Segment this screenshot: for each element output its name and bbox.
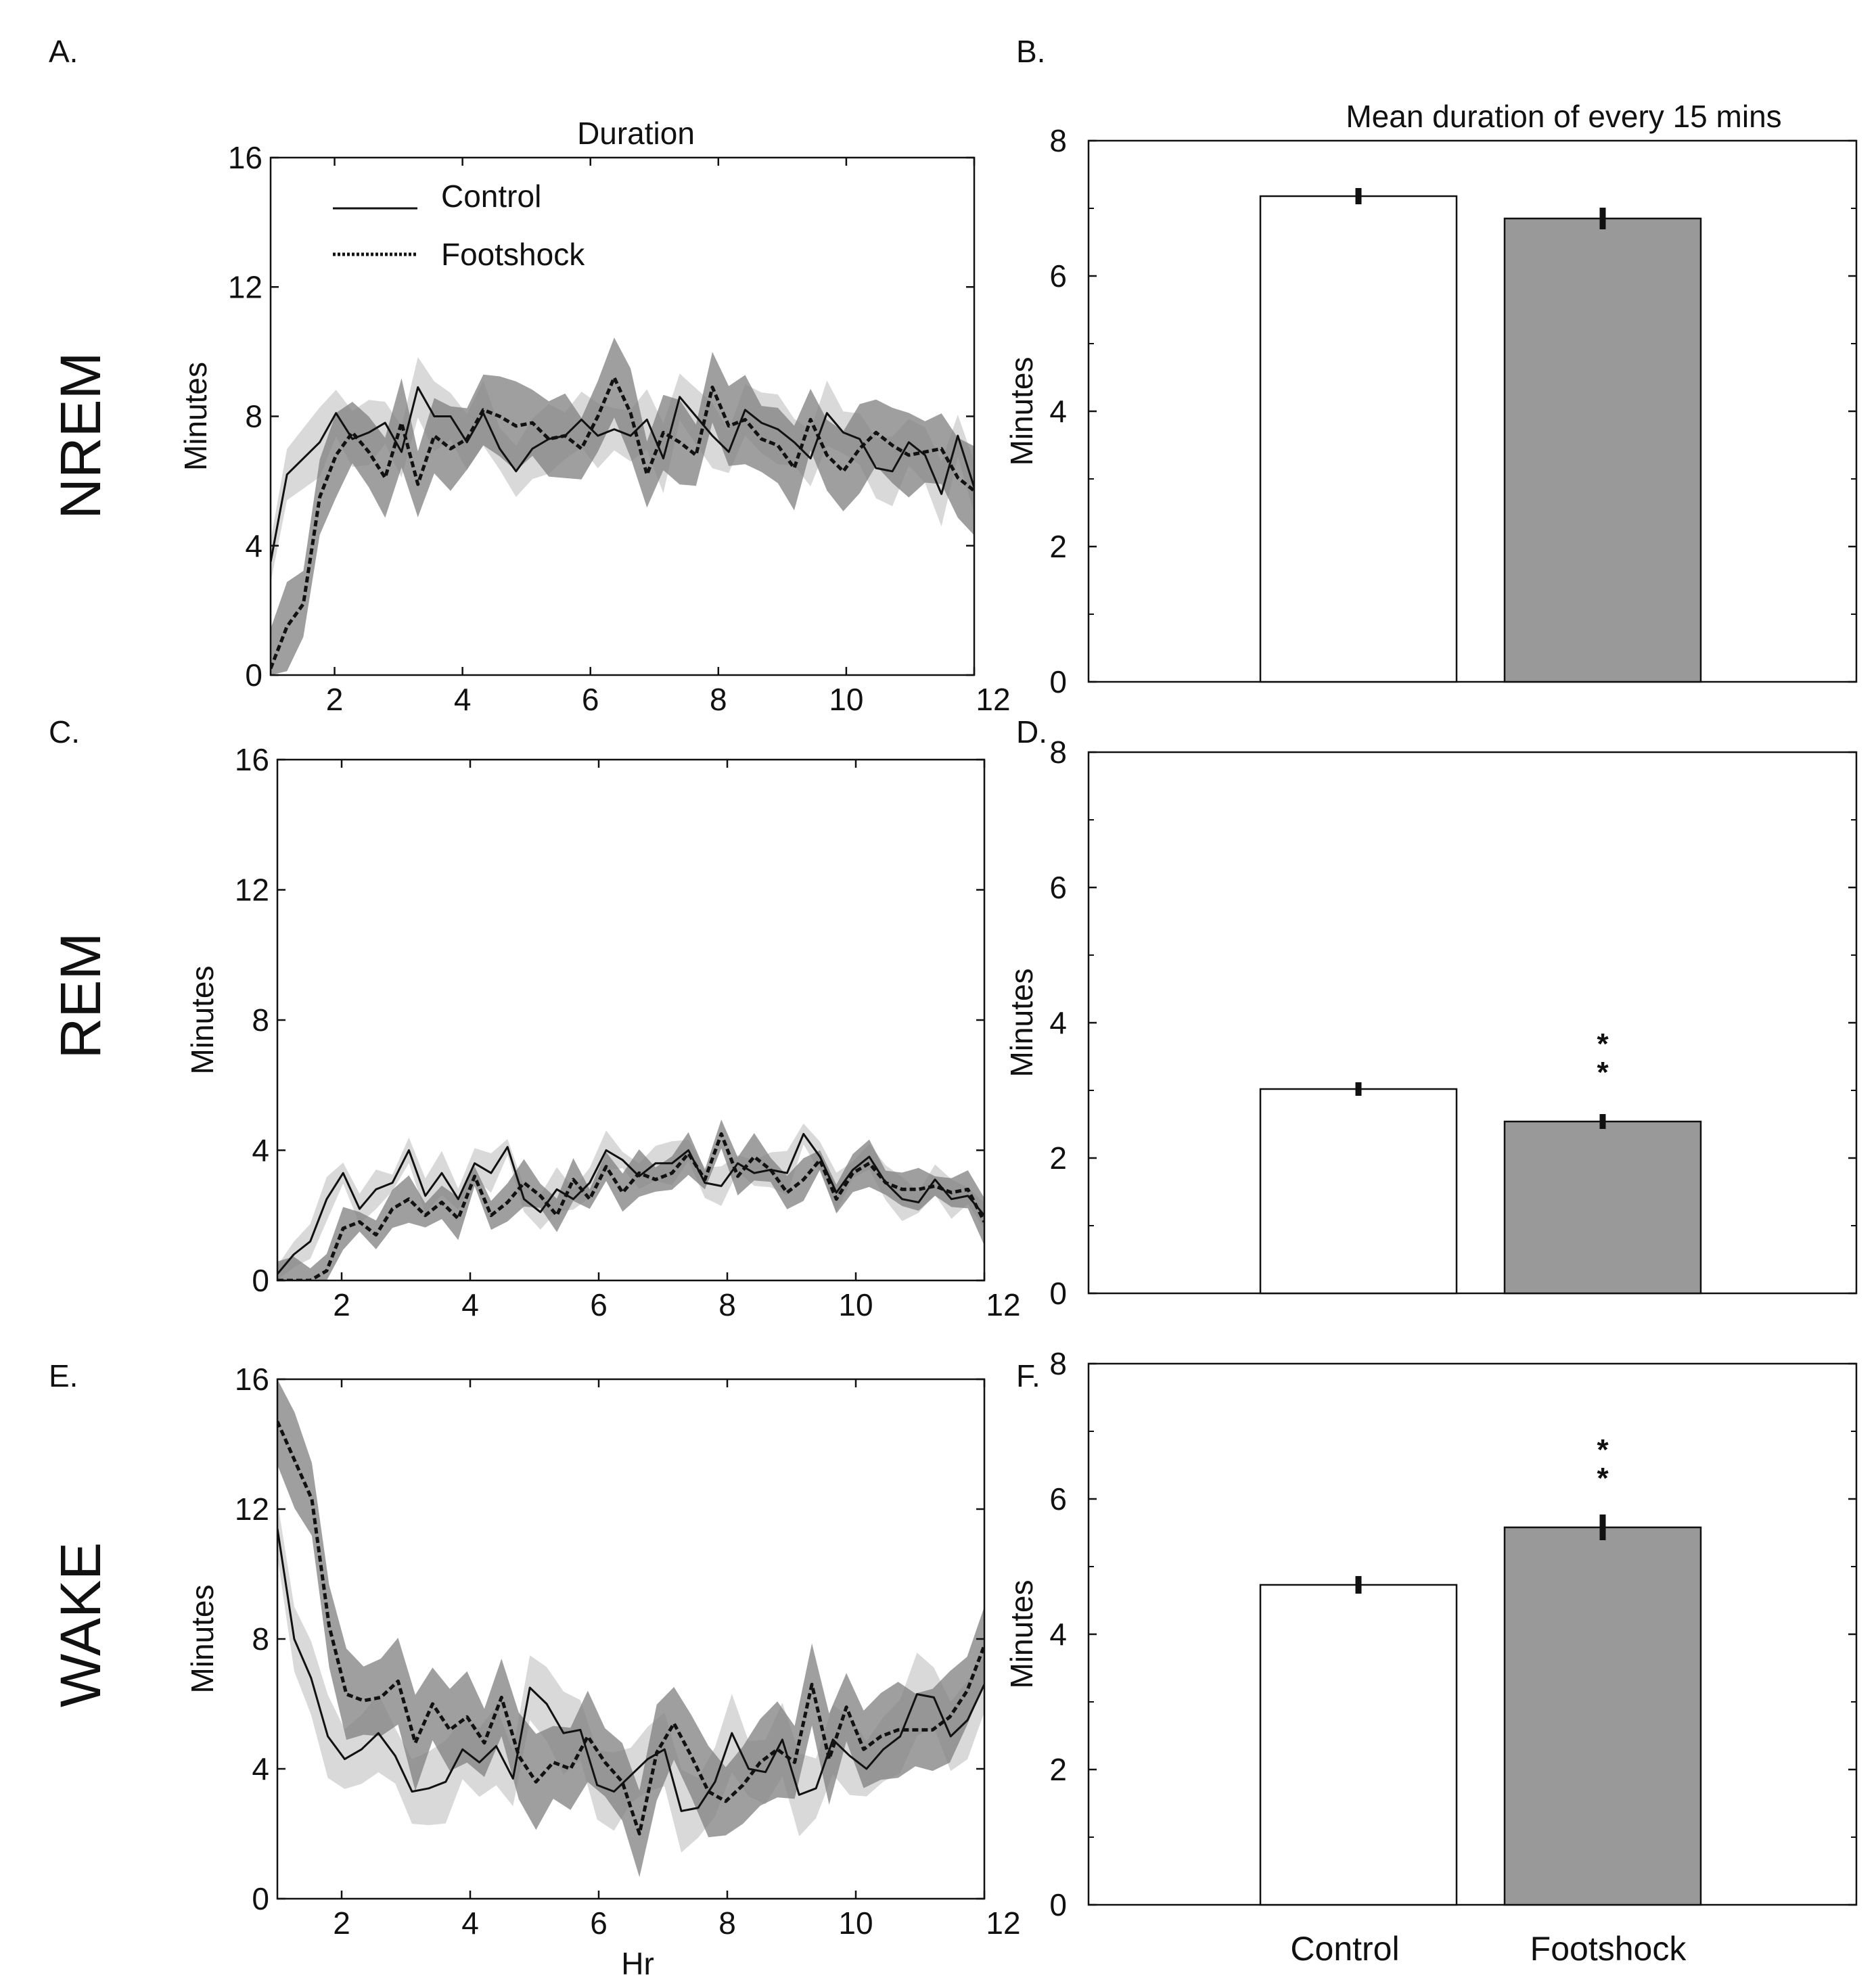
panel-label-A: A. — [49, 34, 78, 69]
bar-control — [1259, 1584, 1458, 1906]
y-tick-label: 0 — [245, 657, 262, 693]
series-line-footshock — [271, 375, 974, 670]
x-tick-label: 8 — [710, 682, 727, 717]
bar-footshock — [1503, 217, 1702, 683]
x-tick-label: 6 — [582, 682, 599, 717]
y-axis-label: Minutes — [185, 965, 220, 1074]
y-axis-label: Minutes — [178, 362, 213, 471]
x-tick-label: 6 — [590, 1287, 608, 1322]
plot-frame — [1087, 1362, 1858, 1906]
y-tick-label: 8 — [252, 1002, 269, 1038]
y-tick-label: 0 — [1049, 1276, 1067, 1311]
y-axis-label: Minutes — [1004, 968, 1039, 1077]
y-axis-label: Minutes — [185, 1584, 220, 1693]
x-tick-label: 2 — [333, 1905, 350, 1941]
panel-label-E: E. — [49, 1358, 78, 1393]
panel-label-D: D. — [1016, 714, 1047, 749]
x-tick-label: 8 — [718, 1905, 736, 1941]
panel-title: Mean duration of every 15 mins — [1346, 99, 1781, 134]
plot-frame — [1087, 751, 1858, 1295]
y-tick-label: 6 — [1049, 258, 1067, 294]
y-tick-label: 4 — [1049, 1617, 1067, 1652]
panel-D: ** 0 2 4 6 8 Minutes — [1004, 735, 1858, 1311]
y-tick-label: 8 — [1049, 735, 1067, 770]
y-tick-label: 8 — [1049, 123, 1067, 158]
y-tick-label: 6 — [1049, 1481, 1067, 1517]
y-tick-label: 0 — [1049, 664, 1067, 699]
y-tick-label: 12 — [235, 1492, 269, 1527]
x-axis-label: Hr — [621, 1946, 654, 1981]
y-axis-label: Minutes — [1004, 1579, 1039, 1688]
series-line-footshock — [277, 1132, 984, 1280]
panel-E: 0 4 8 12 16 2 4 6 8 10 12 Minutes Hr — [185, 1362, 1021, 1981]
significance-star: * — [1597, 1462, 1609, 1495]
row-label-wake: WAKE — [49, 1542, 112, 1707]
x-tick-label: 2 — [326, 682, 344, 717]
y-tick-label: 4 — [245, 528, 262, 563]
x-tick-label: 4 — [461, 1905, 479, 1941]
bar-footshock — [1503, 1526, 1702, 1906]
legend-label-footshock: Footshock — [441, 237, 585, 272]
x-tick-label: 12 — [986, 1287, 1020, 1322]
panel-title: Duration — [577, 116, 695, 151]
y-axis-label: Minutes — [1004, 356, 1039, 465]
significance-star: * — [1597, 1056, 1609, 1089]
panel-label-B: B. — [1016, 34, 1045, 69]
x-tick-label: 6 — [590, 1905, 608, 1941]
sem-band-footshock — [271, 338, 974, 675]
bar-control — [1259, 1088, 1458, 1295]
series-line-control — [271, 386, 974, 562]
y-tick-label: 4 — [252, 1133, 269, 1168]
y-tick-label: 12 — [228, 269, 262, 304]
x-tick-label: 8 — [718, 1287, 736, 1322]
y-tick-label: 0 — [1049, 1887, 1067, 1922]
y-tick-label: 8 — [1049, 1346, 1067, 1381]
panel-F: Control ** Footshock 0 2 4 6 8 Minutes — [1004, 1346, 1858, 1968]
y-tick-label: 4 — [1049, 394, 1067, 429]
y-tick-label: 12 — [235, 873, 269, 908]
series-line-control — [277, 1528, 984, 1812]
y-tick-label: 16 — [228, 140, 262, 175]
y-tick-label: 2 — [1049, 1140, 1067, 1176]
y-tick-label: 2 — [1049, 1752, 1067, 1787]
panel-B: 0 2 4 6 8 Minutes Mean duration of every 15 mi… — [1004, 99, 1858, 699]
y-tick-label: 16 — [235, 742, 269, 777]
panel-A: 0 4 8 12 16 2 4 6 8 10 12 Minutes Duration Control Foo… — [178, 116, 1011, 717]
x-tick-label: 4 — [454, 682, 472, 717]
x-tick-label: 12 — [976, 682, 1010, 717]
significance-star: * — [1597, 1027, 1609, 1061]
plot-frame — [1087, 139, 1858, 683]
legend-label-control: Control — [441, 179, 541, 214]
bar-footshock — [1503, 1120, 1702, 1295]
sem-band-footshock — [277, 1119, 984, 1280]
y-tick-label: 0 — [252, 1263, 269, 1298]
row-label-nrem: NREM — [49, 352, 112, 519]
y-tick-label: 6 — [1049, 870, 1067, 905]
x-category-label: Control — [1290, 1930, 1399, 1968]
y-tick-label: 8 — [252, 1621, 269, 1657]
y-tick-label: 8 — [245, 399, 262, 434]
x-tick-label: 10 — [829, 682, 863, 717]
y-tick-label: 2 — [1049, 529, 1067, 564]
significance-star: * — [1597, 1433, 1609, 1466]
bar-control — [1259, 195, 1458, 683]
y-tick-label: 16 — [235, 1362, 269, 1397]
y-tick-label: 4 — [252, 1751, 269, 1786]
sem-band-footshock — [277, 1379, 984, 1878]
row-label-rem: REM — [49, 933, 112, 1059]
x-tick-label: 12 — [986, 1905, 1020, 1941]
panel-label-F: F. — [1016, 1358, 1040, 1393]
x-tick-label: 10 — [838, 1287, 873, 1322]
panel-label-C: C. — [49, 714, 80, 749]
x-tick-label: 2 — [333, 1287, 350, 1322]
y-tick-label: 0 — [252, 1881, 269, 1916]
panel-C: 0 4 8 12 16 2 4 6 8 10 12 Minutes — [185, 742, 1021, 1322]
x-tick-label: 4 — [461, 1287, 479, 1322]
y-tick-label: 4 — [1049, 1005, 1067, 1040]
series-line-control — [277, 1132, 984, 1275]
x-category-label: Footshock — [1530, 1930, 1687, 1968]
x-tick-label: 10 — [838, 1905, 873, 1941]
